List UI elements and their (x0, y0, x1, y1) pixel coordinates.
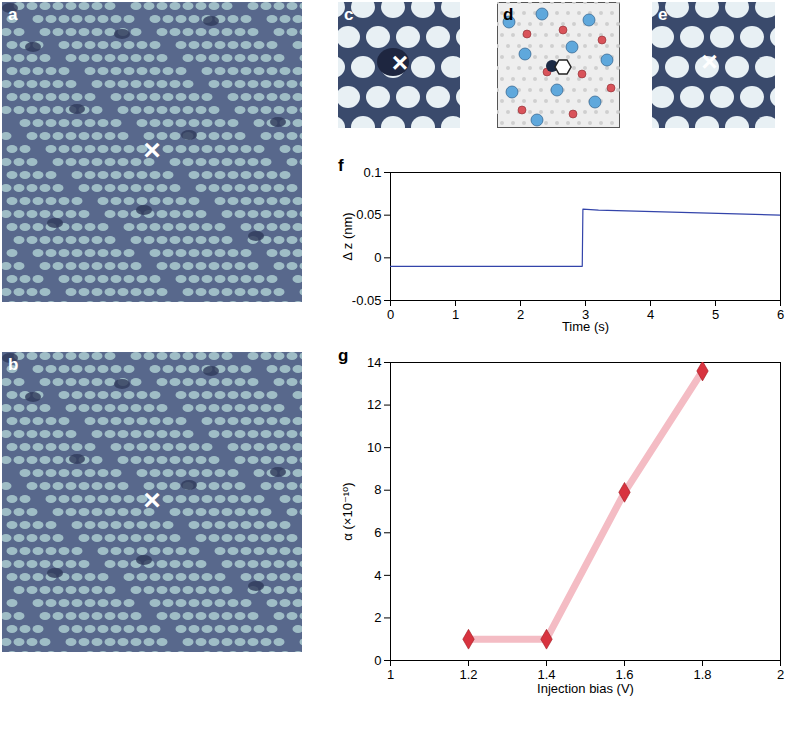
svg-text:1.8: 1.8 (693, 667, 711, 682)
svg-text:14: 14 (367, 355, 381, 370)
svg-text:0.05: 0.05 (356, 207, 381, 222)
svg-text:3: 3 (581, 306, 590, 322)
svg-text:2: 2 (517, 307, 524, 322)
svg-text:4: 4 (374, 568, 381, 583)
svg-text:α (×10⁻¹⁰): α (×10⁻¹⁰) (340, 482, 355, 540)
svg-text:0.1: 0.1 (363, 165, 381, 180)
svg-text:e: e (658, 5, 667, 24)
svg-text:c: c (344, 5, 353, 24)
svg-text:Δ z (nm): Δ z (nm) (340, 212, 355, 260)
svg-text:2: 2 (374, 610, 381, 625)
svg-text:Injection bias (V): Injection bias (V) (537, 681, 634, 696)
svg-text:2: 2 (777, 667, 784, 682)
svg-text:1: 1 (452, 307, 459, 322)
svg-text:1.4: 1.4 (537, 667, 555, 682)
svg-text:6: 6 (374, 525, 381, 540)
svg-text:1.2: 1.2 (459, 667, 477, 682)
svg-text:0: 0 (374, 250, 381, 265)
svg-text:-0.05: -0.05 (352, 293, 382, 308)
svg-text:12: 12 (367, 397, 381, 412)
svg-text:4: 4 (647, 307, 654, 322)
svg-text:×: × (701, 46, 717, 77)
svg-text:Time (s): Time (s) (562, 319, 609, 334)
svg-text:×: × (392, 47, 408, 78)
svg-text:0: 0 (387, 307, 394, 322)
svg-text:a: a (8, 5, 18, 24)
svg-text:×: × (143, 483, 161, 516)
html-text:f: f (338, 156, 344, 175)
svg-text:1.6: 1.6 (615, 667, 633, 682)
svg-text:8: 8 (374, 482, 381, 497)
svg-text:10: 10 (367, 440, 381, 455)
svg-text:0: 0 (374, 653, 381, 668)
svg-text:5: 5 (712, 307, 719, 322)
svg-text:b: b (8, 355, 18, 374)
svg-text:d: d (503, 5, 513, 24)
svg-text:×: × (143, 133, 161, 166)
html-text:g: g (338, 346, 349, 365)
svg-text:1: 1 (387, 667, 394, 682)
svg-text:6: 6 (777, 307, 784, 322)
